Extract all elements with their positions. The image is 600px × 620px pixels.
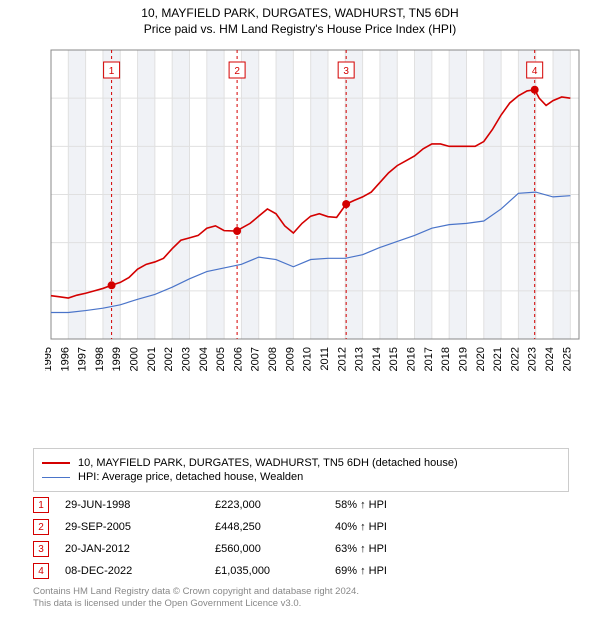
footer: Contains HM Land Registry data © Crown c…	[33, 586, 359, 611]
svg-text:2003: 2003	[180, 347, 192, 371]
transaction-delta: 58% ↑ HPI	[335, 499, 435, 511]
svg-text:2013: 2013	[354, 347, 366, 371]
transaction-delta: 63% ↑ HPI	[335, 543, 435, 555]
legend-row-series2: HPI: Average price, detached house, Weal…	[42, 471, 560, 483]
footer-line1: Contains HM Land Registry data © Crown c…	[33, 586, 359, 598]
transaction-marker: 4	[33, 563, 49, 579]
svg-text:2001: 2001	[146, 347, 158, 371]
svg-text:2021: 2021	[492, 347, 504, 371]
transaction-marker: 3	[33, 541, 49, 557]
svg-text:2011: 2011	[319, 347, 331, 371]
svg-text:1998: 1998	[94, 347, 106, 371]
svg-text:1996: 1996	[59, 347, 71, 371]
svg-text:2006: 2006	[232, 347, 244, 371]
svg-text:1: 1	[109, 66, 115, 77]
transaction-delta: 40% ↑ HPI	[335, 521, 435, 533]
svg-text:2005: 2005	[215, 347, 227, 371]
svg-text:£800K: £800K	[45, 141, 46, 153]
svg-text:2009: 2009	[284, 347, 296, 371]
svg-text:2019: 2019	[457, 347, 469, 371]
svg-text:1997: 1997	[77, 347, 89, 371]
svg-text:2020: 2020	[475, 347, 487, 371]
transaction-price: £448,250	[215, 521, 335, 533]
footer-line2: This data is licensed under the Open Gov…	[33, 598, 359, 610]
legend-label-2: HPI: Average price, detached house, Weal…	[78, 471, 303, 483]
svg-text:2: 2	[234, 66, 240, 77]
title-line1: 10, MAYFIELD PARK, DURGATES, WADHURST, T…	[0, 6, 600, 20]
svg-text:2024: 2024	[544, 347, 556, 371]
transaction-date: 29-SEP-2005	[65, 521, 215, 533]
legend-swatch-1	[42, 462, 70, 464]
svg-text:4: 4	[532, 66, 538, 77]
transaction-delta: 69% ↑ HPI	[335, 565, 435, 577]
svg-text:1995: 1995	[45, 347, 54, 371]
svg-text:£400K: £400K	[45, 238, 46, 250]
svg-text:2025: 2025	[561, 347, 573, 371]
transaction-row: 3 20-JAN-2012£560,00063% ↑ HPI	[33, 538, 569, 560]
chart-title-block: 10, MAYFIELD PARK, DURGATES, WADHURST, T…	[0, 0, 600, 40]
svg-text:2010: 2010	[302, 347, 314, 371]
transactions-table: 1 29-JUN-1998£223,00058% ↑ HPI 2 29-SEP-200…	[33, 494, 569, 582]
transaction-row: 4 08-DEC-2022£1,035,00069% ↑ HPI	[33, 560, 569, 582]
transaction-price: £1,035,000	[215, 565, 335, 577]
svg-text:2022: 2022	[509, 347, 521, 371]
legend-label-1: 10, MAYFIELD PARK, DURGATES, WADHURST, T…	[78, 457, 458, 469]
title-line2: Price paid vs. HM Land Registry's House …	[0, 22, 600, 36]
svg-text:2018: 2018	[440, 347, 452, 371]
transaction-date: 29-JUN-1998	[65, 499, 215, 511]
svg-text:2012: 2012	[336, 347, 348, 371]
svg-text:2004: 2004	[198, 347, 210, 371]
svg-text:2000: 2000	[129, 347, 141, 371]
transaction-date: 08-DEC-2022	[65, 565, 215, 577]
svg-text:2017: 2017	[423, 347, 435, 371]
legend-row-series1: 10, MAYFIELD PARK, DURGATES, WADHURST, T…	[42, 457, 560, 469]
svg-text:2023: 2023	[527, 347, 539, 371]
transaction-price: £560,000	[215, 543, 335, 555]
svg-text:3: 3	[343, 66, 349, 77]
legend: 10, MAYFIELD PARK, DURGATES, WADHURST, T…	[33, 448, 569, 492]
svg-text:2002: 2002	[163, 347, 175, 371]
svg-text:2007: 2007	[250, 347, 262, 371]
transaction-marker: 1	[33, 497, 49, 513]
svg-text:2008: 2008	[267, 347, 279, 371]
svg-text:1999: 1999	[111, 347, 123, 371]
transaction-date: 20-JAN-2012	[65, 543, 215, 555]
transaction-row: 1 29-JUN-1998£223,00058% ↑ HPI	[33, 494, 569, 516]
svg-text:2014: 2014	[371, 347, 383, 371]
transaction-marker: 2	[33, 519, 49, 535]
svg-text:2016: 2016	[406, 347, 418, 371]
price-chart: 1995 1996 1997 1998 1999 2000 2001 2002 2003 2004…	[45, 44, 585, 389]
svg-text:£200K: £200K	[45, 286, 46, 298]
legend-swatch-2	[42, 477, 70, 478]
svg-text:£600K: £600K	[45, 190, 46, 202]
svg-text:2015: 2015	[388, 347, 400, 371]
transaction-price: £223,000	[215, 499, 335, 511]
transaction-row: 2 29-SEP-2005£448,25040% ↑ HPI	[33, 516, 569, 538]
